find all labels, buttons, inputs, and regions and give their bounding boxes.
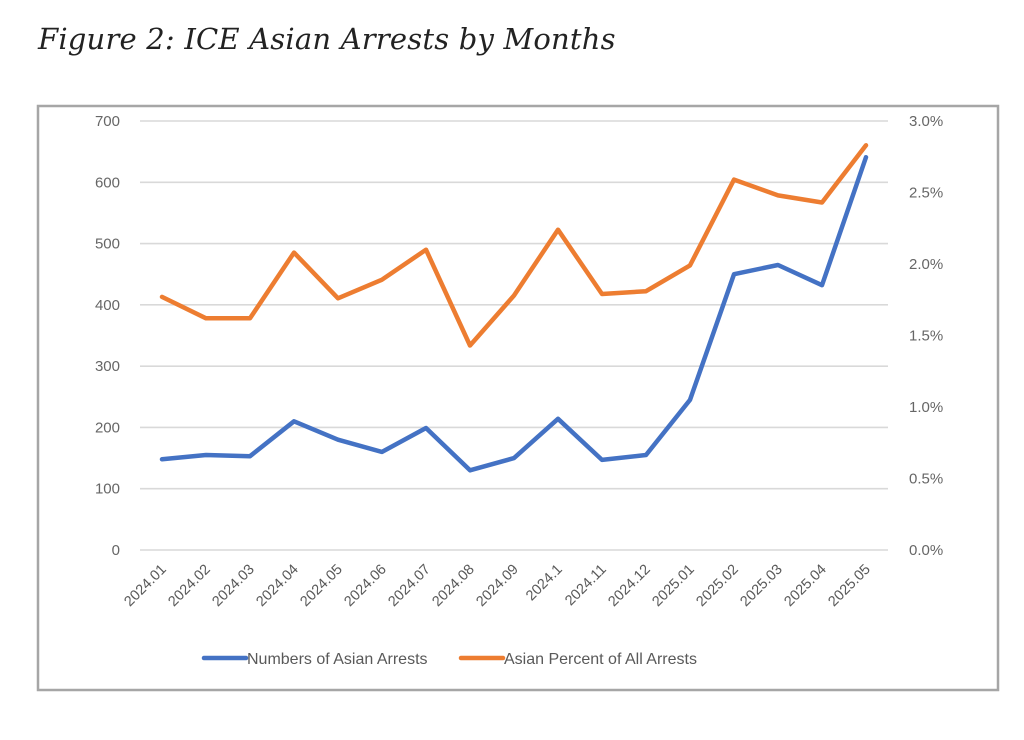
right-tick-label: 1.0%	[909, 399, 943, 416]
chart-frame	[36, 104, 1000, 692]
figure-title: Figure 2: ICE Asian Arrests by Months	[38, 22, 616, 56]
left-tick-label: 100	[95, 481, 120, 498]
left-tick-label: 600	[95, 174, 120, 191]
legend-label-percent: Asian Percent of All Arrests	[504, 651, 697, 668]
gridlines	[140, 120, 888, 551]
series-line	[159, 143, 869, 348]
right-tick-label: 2.0%	[909, 256, 943, 273]
right-tick-label: 1.5%	[909, 328, 943, 345]
left-tick-label: 0	[112, 542, 120, 559]
series-arrests	[159, 154, 869, 473]
legend-item-arrests: Numbers of Asian Arrests	[201, 651, 428, 668]
legend: Numbers of Asian Arrests Asian Percent o…	[201, 651, 697, 668]
left-tick-label: 400	[95, 297, 120, 314]
left-y-axis: 0 100 200 300 400 500 600 700	[95, 113, 120, 559]
right-tick-label: 0.0%	[909, 542, 943, 559]
right-y-axis: 0.0% 0.5% 1.0% 1.5% 2.0% 2.5% 3.0%	[909, 113, 943, 559]
series-percent	[159, 143, 869, 348]
legend-label-arrests: Numbers of Asian Arrests	[247, 651, 428, 668]
series-line	[159, 154, 869, 473]
left-tick-label: 700	[95, 113, 120, 130]
series-lines	[159, 143, 869, 473]
left-tick-label: 200	[95, 419, 120, 436]
right-tick-label: 2.5%	[909, 185, 943, 202]
legend-item-percent: Asian Percent of All Arrests	[458, 651, 697, 668]
right-tick-label: 3.0%	[909, 113, 943, 130]
left-tick-label: 300	[95, 358, 120, 375]
right-tick-label: 0.5%	[909, 471, 943, 488]
left-tick-label: 500	[95, 236, 120, 253]
